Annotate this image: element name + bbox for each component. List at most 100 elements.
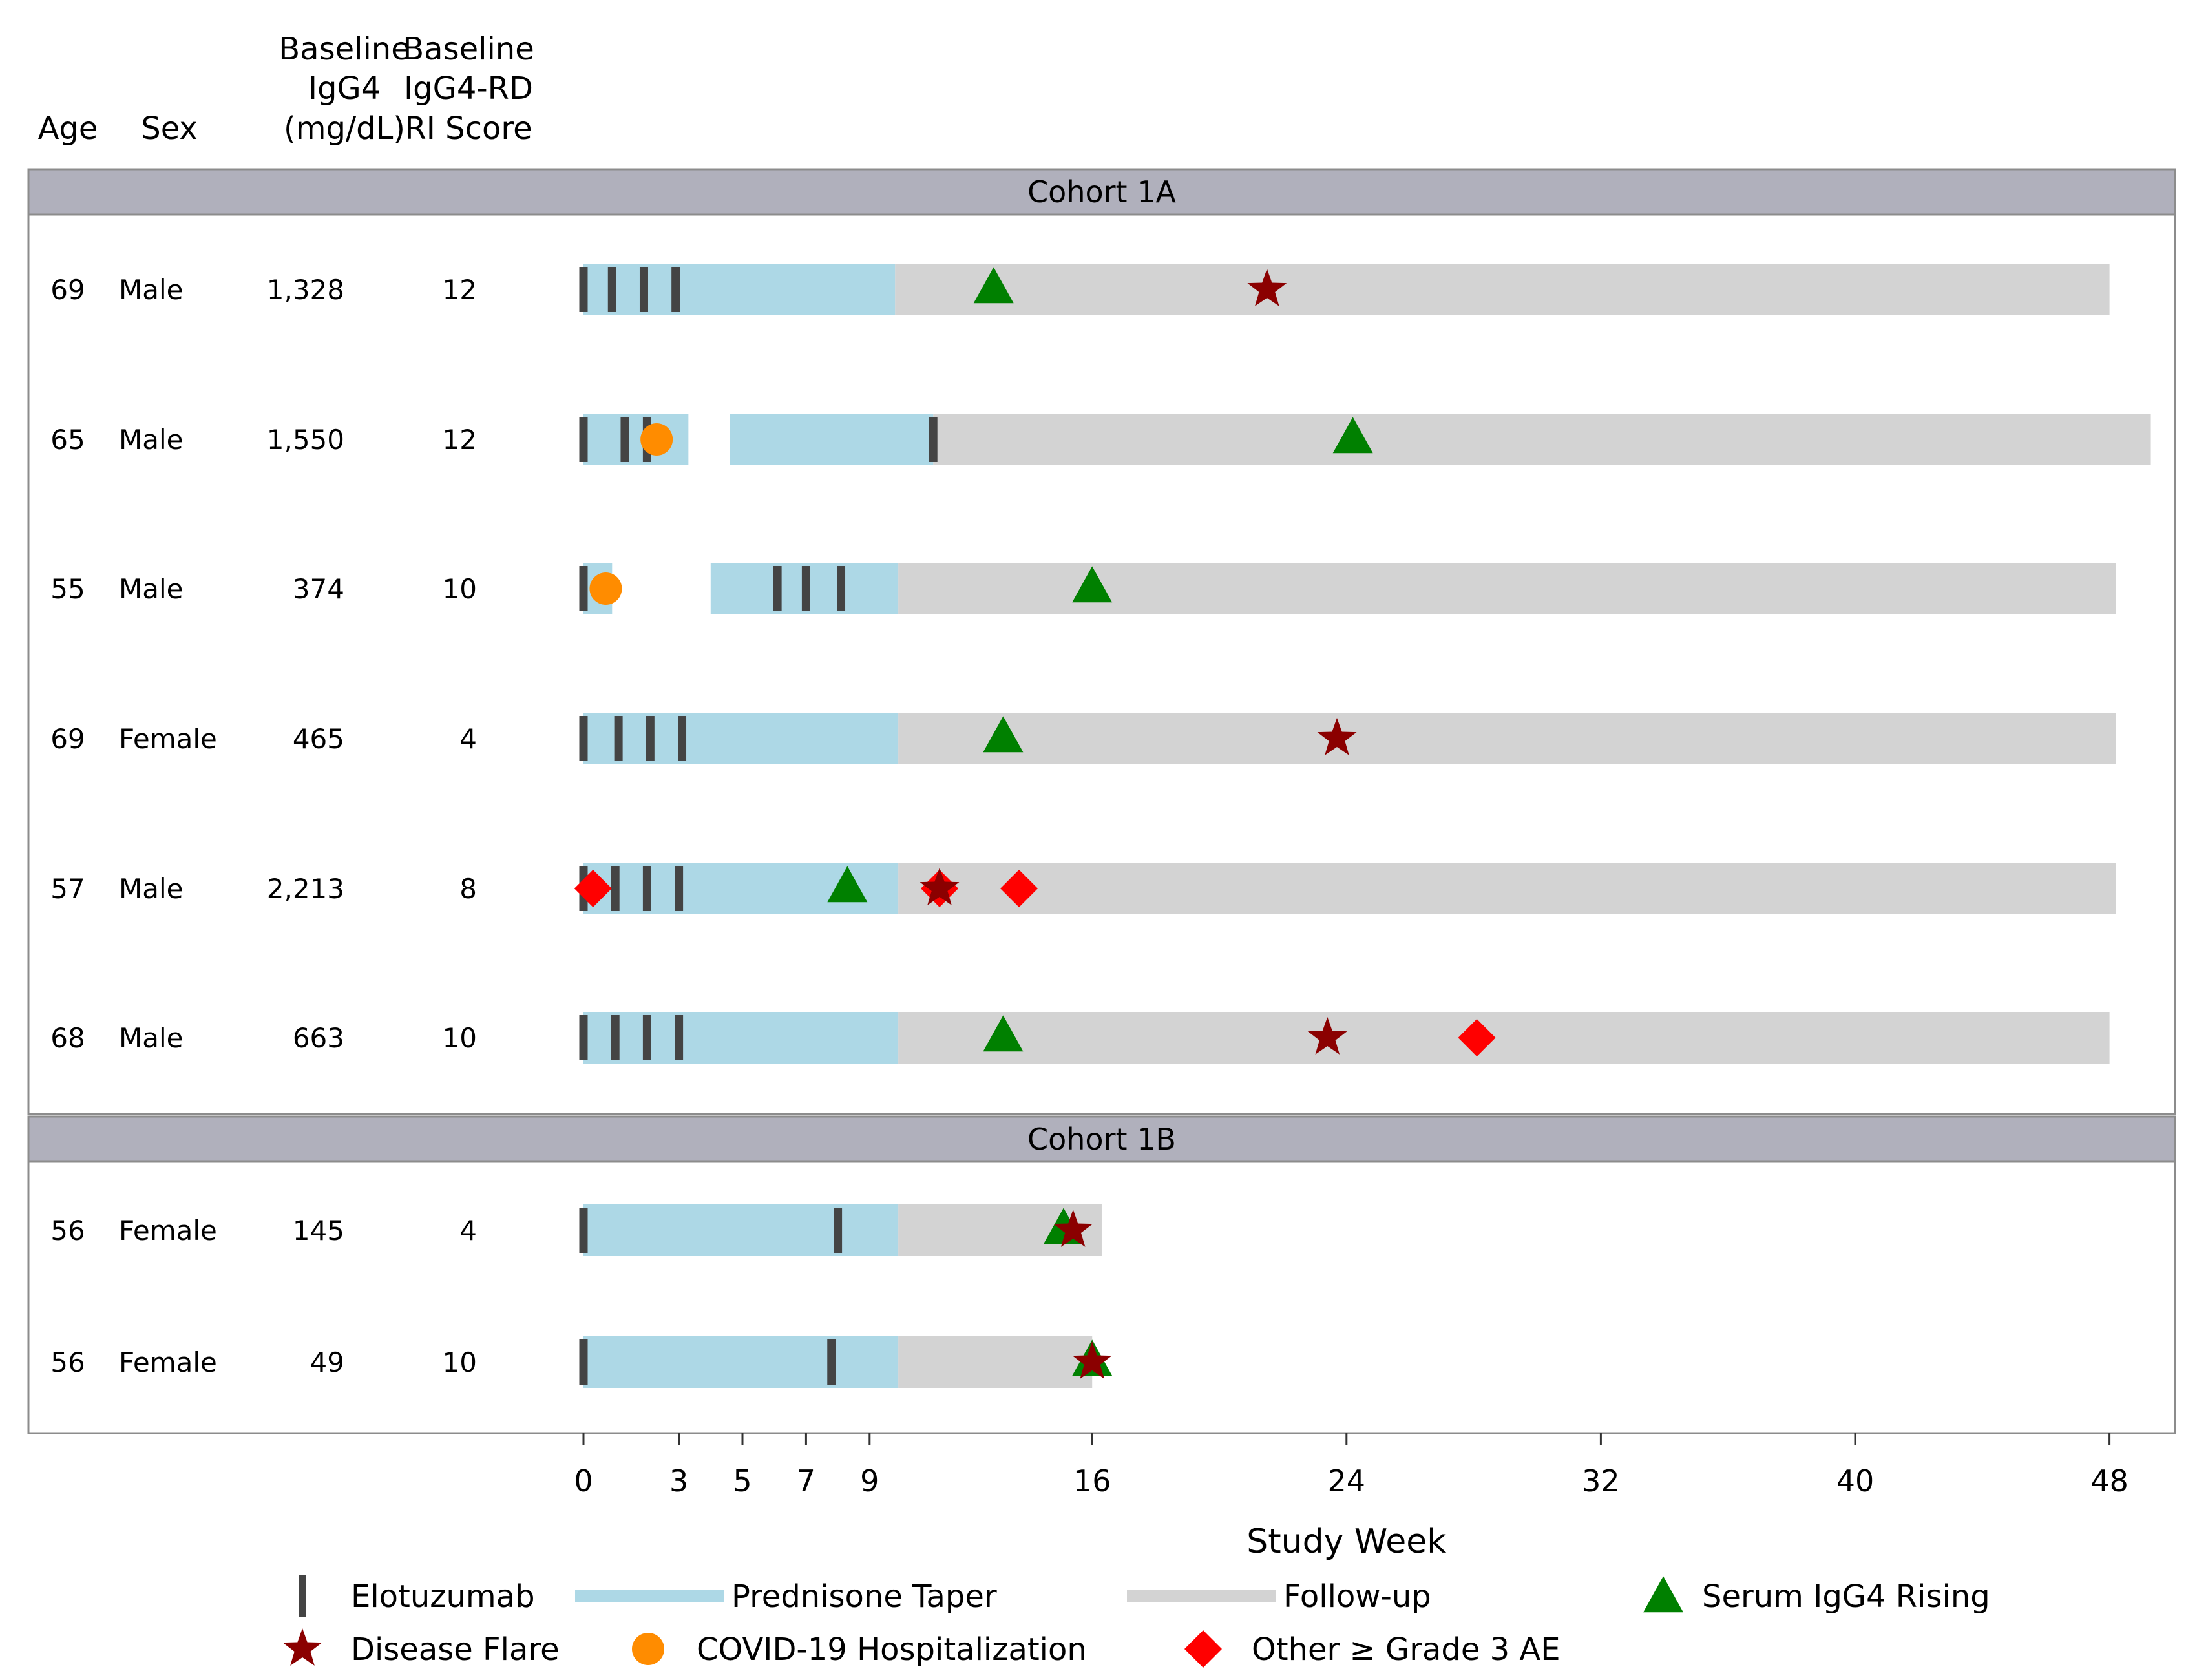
cell-age: 69 (50, 723, 85, 755)
legend: Elotuzumab Prednisone Taper Follow-up Serum… (282, 1575, 1990, 1668)
elotuzumab-dose (671, 267, 680, 312)
cell-ri: 10 (443, 1022, 477, 1054)
column-header-ri-line-0: Baseline (403, 31, 534, 67)
elotuzumab-dose (801, 566, 810, 611)
flare-marker (1072, 1341, 1112, 1379)
cell-ri: 10 (443, 573, 477, 605)
cohort-panel-2: Cohort 1B 56 Female 145 4 56 Female 49 10 (27, 1115, 2176, 1434)
cell-age: 56 (50, 1347, 85, 1378)
patient-row: 56 Female 49 10 (50, 1336, 1113, 1388)
cell-age: 57 (50, 873, 85, 905)
cell-sex: Male (119, 274, 183, 306)
column-header-igg4-line-1: IgG4 (308, 70, 381, 107)
x-tick-label: 5 (733, 1464, 752, 1498)
legend-label: COVID-19 Hospitalization (697, 1632, 1087, 1668)
elotuzumab-dose (614, 716, 623, 761)
cell-sex: Male (119, 1022, 183, 1054)
cell-igg4: 145 (293, 1215, 344, 1246)
legend-item-ae: Other ≥ Grade 3 AE (1184, 1630, 1561, 1668)
cell-age: 56 (50, 1215, 85, 1246)
igg4-rising-marker (983, 1015, 1024, 1052)
legend-swatch (575, 1590, 724, 1602)
column-header-ri-line-2: RI Score (405, 110, 532, 147)
prednisone-bar (583, 1012, 899, 1064)
x-tick-label: 40 (1836, 1464, 1875, 1498)
panel-header (27, 168, 2176, 216)
elotuzumab-dose (579, 267, 588, 312)
cell-sex: Female (119, 1347, 217, 1378)
igg4-rising-marker (827, 866, 868, 903)
panel-frame (27, 1115, 2176, 1434)
cell-igg4: 663 (293, 1022, 344, 1054)
elotuzumab-dose (646, 716, 655, 761)
legend-swatch (1643, 1576, 1683, 1613)
legend-swatch (299, 1575, 306, 1617)
ae-marker (1458, 1019, 1496, 1056)
cell-ri: 4 (459, 1215, 477, 1246)
cell-igg4: 2,213 (267, 873, 344, 905)
panel-frame (27, 168, 2176, 1115)
elotuzumab-dose (611, 866, 620, 911)
igg4-rising-marker (973, 267, 1014, 304)
column-header-ri-line-1: IgG4-RD (404, 70, 533, 107)
x-tick-label: 24 (1328, 1464, 1366, 1498)
followup-bar (898, 1336, 1093, 1388)
x-tick-label: 3 (669, 1464, 688, 1498)
panel-title: Cohort 1B (1027, 1122, 1176, 1157)
flare-marker (1053, 1210, 1093, 1247)
patient-row: 56 Female 145 4 (50, 1204, 1102, 1256)
elotuzumab-dose (675, 1015, 684, 1060)
cell-age: 55 (50, 573, 85, 605)
legend-swatch (1184, 1630, 1222, 1668)
cell-sex: Female (119, 723, 217, 755)
elotuzumab-dose (579, 1339, 588, 1385)
legend-item-flare: Disease Flare (282, 1628, 560, 1668)
flare-marker (920, 868, 960, 905)
legend-swatch (282, 1628, 322, 1666)
ae-marker (1000, 870, 1038, 907)
cohort-panels: Cohort 1A 69 Male 1,328 12 65 Male 1,550 12 55 Mal… (27, 168, 2176, 1434)
elotuzumab-dose (837, 566, 846, 611)
x-axis-title: Study Week (1246, 1522, 1446, 1561)
cell-igg4: 1,328 (267, 274, 344, 306)
cell-age: 69 (50, 274, 85, 306)
patient-row: 55 Male 374 10 (50, 563, 2116, 614)
followup-bar (898, 713, 2116, 764)
panel-title: Cohort 1A (1027, 174, 1176, 209)
legend-label: Disease Flare (351, 1632, 560, 1668)
prednisone-bar (730, 414, 934, 465)
cell-sex: Male (119, 873, 183, 905)
cell-igg4: 1,550 (267, 424, 344, 456)
elotuzumab-dose (642, 866, 651, 911)
legend-label: Prednisone Taper (731, 1579, 997, 1615)
prednisone-bar (583, 1336, 899, 1388)
elotuzumab-dose (611, 1015, 620, 1060)
legend-item-igg4_rising: Serum IgG4 Rising (1643, 1576, 1990, 1615)
legend-swatch (632, 1633, 664, 1665)
column-header-age-line-0: Age (38, 110, 98, 147)
cell-igg4: 465 (293, 723, 344, 755)
cell-sex: Female (119, 1215, 217, 1246)
cell-ri: 12 (443, 424, 477, 456)
igg4-rising-marker (983, 716, 1024, 753)
column-header-sex-line-0: Sex (141, 110, 198, 147)
elotuzumab-dose (678, 716, 687, 761)
elotuzumab-dose (675, 866, 684, 911)
cell-sex: Male (119, 424, 183, 456)
elotuzumab-dose (579, 417, 588, 462)
followup-bar (898, 1012, 2110, 1064)
patient-row: 69 Male 1,328 12 (50, 264, 2110, 315)
cell-ri: 8 (459, 873, 477, 905)
x-tick-label: 48 (2090, 1464, 2129, 1498)
elotuzumab-dose (579, 1015, 588, 1060)
flare-marker (1317, 718, 1357, 755)
patient-row: 65 Male 1,550 12 (50, 414, 2151, 465)
elotuzumab-dose (579, 716, 588, 761)
prednisone-bar (583, 713, 899, 764)
x-axis: 0 3 5 7 9 16 24 32 40 48 (574, 1433, 2129, 1498)
elotuzumab-dose (773, 566, 782, 611)
followup-bar (895, 264, 2110, 315)
panel-header (27, 1115, 2176, 1163)
cell-ri: 4 (459, 723, 477, 755)
elotuzumab-dose (607, 267, 616, 312)
